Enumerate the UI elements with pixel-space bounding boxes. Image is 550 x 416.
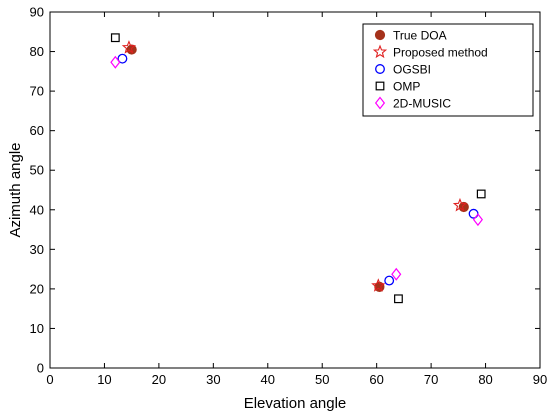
- x-tick-label: 80: [478, 372, 492, 387]
- data-point-omp: [394, 294, 403, 304]
- y-tick-label: 80: [30, 44, 44, 59]
- data-point-proposed-method: [452, 197, 468, 212]
- x-tick-label: 20: [152, 372, 166, 387]
- data-point-proposed-method: [121, 40, 137, 54]
- legend-box: [362, 23, 534, 117]
- x-tick-label: 50: [315, 372, 329, 387]
- legend-marker-ogsbi: [375, 64, 385, 74]
- data-point-2d-music: [110, 55, 121, 69]
- y-tick-label: 90: [30, 5, 44, 20]
- legend: True DOA Proposed method OGSBI OMP 2D-MUSIC: [362, 23, 534, 117]
- y-tick-label: 0: [37, 361, 44, 376]
- y-tick-label: 60: [30, 123, 44, 138]
- data-point-2d-music: [472, 213, 483, 227]
- y-tick-label: 70: [30, 84, 44, 99]
- data-point-ogsbi: [117, 53, 128, 64]
- y-tick-label: 40: [30, 202, 44, 217]
- data-point-2d-music: [391, 267, 402, 281]
- data-point-ogsbi: [384, 275, 395, 286]
- legend-label-proposed-method: Proposed method: [393, 45, 488, 59]
- legend-label-omp: OMP: [393, 79, 420, 93]
- x-tick-label: 70: [424, 372, 438, 387]
- data-points: [110, 33, 486, 304]
- legend-label-ogsbi: OGSBI: [393, 62, 431, 76]
- legend-marker-omp: [375, 81, 385, 91]
- axis-ticks: 0 10 20 30 40 50 60 70 80 90 0 10 20 30 40 50 60 70 80 90: [30, 5, 548, 388]
- data-point-proposed-method: [371, 278, 386, 292]
- data-point-omp: [476, 189, 486, 199]
- x-tick-label: 30: [206, 372, 220, 387]
- y-axis-title: Azimuth angle: [7, 142, 24, 237]
- x-tick-label: 40: [261, 372, 275, 387]
- data-point-omp: [110, 33, 120, 43]
- y-tick-label: 30: [30, 242, 44, 257]
- x-tick-label: 0: [46, 372, 53, 387]
- legend-marker-proposed-method: [372, 44, 388, 59]
- legend-label-2d-music: 2D-MUSIC: [393, 96, 451, 110]
- x-tick-label: 60: [369, 372, 383, 387]
- y-tick-label: 50: [30, 163, 44, 178]
- x-tick-label: 90: [533, 372, 547, 387]
- x-axis-title: Elevation angle: [244, 395, 347, 412]
- y-tick-label: 20: [30, 281, 44, 296]
- legend-marker-2d-music: [374, 96, 386, 110]
- x-tick-label: 10: [97, 372, 111, 387]
- legend-marker-true-doa: [374, 29, 386, 41]
- y-tick-label: 10: [30, 321, 44, 336]
- legend-label-true-doa: True DOA: [393, 28, 447, 42]
